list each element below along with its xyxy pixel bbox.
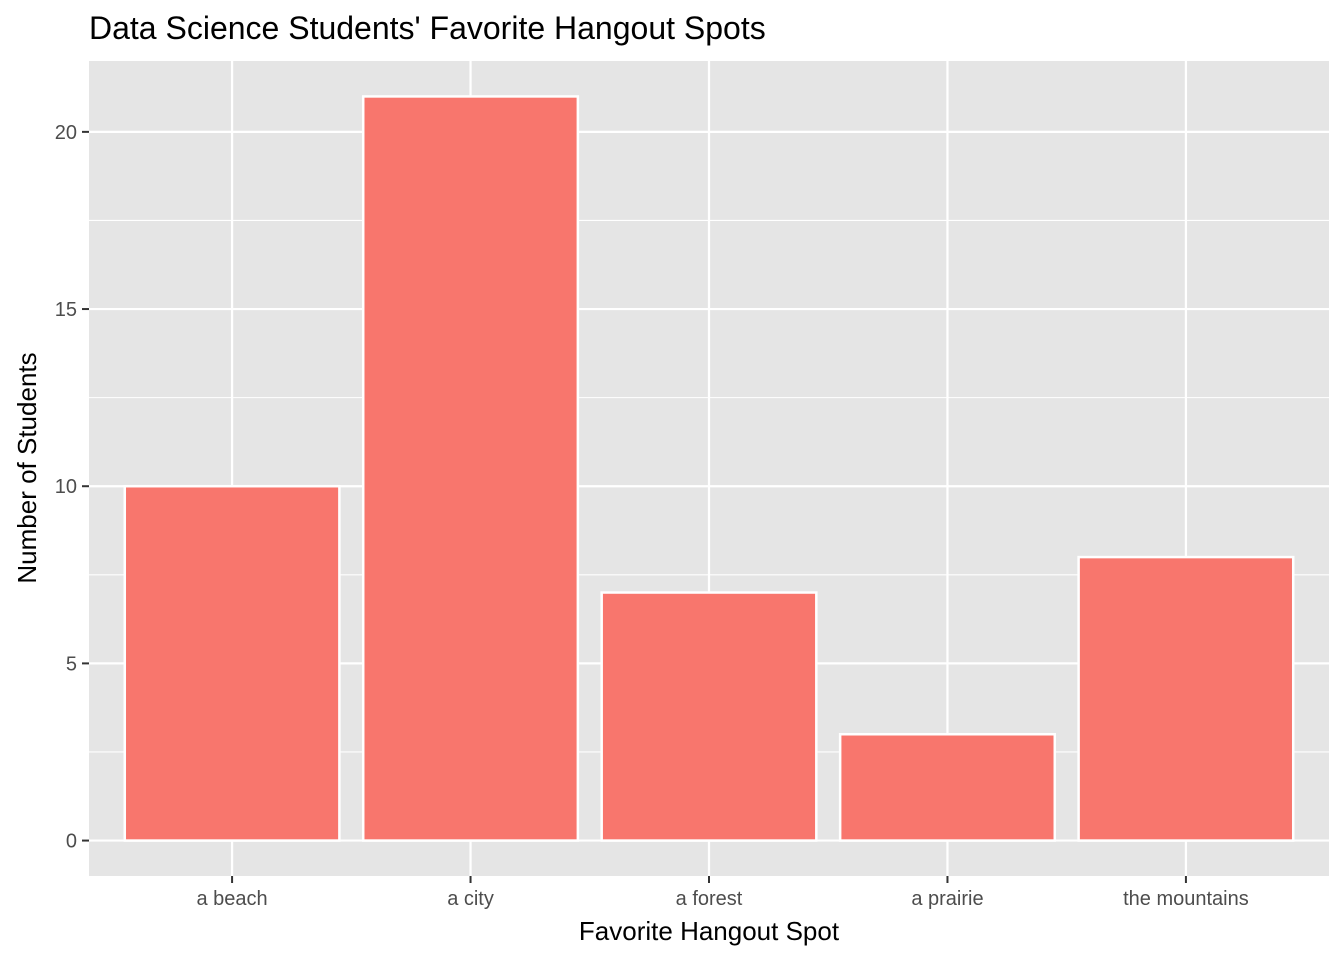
bar-the-mountains — [1077, 555, 1295, 842]
bars — [123, 95, 1295, 842]
bar-a-city — [361, 95, 580, 842]
x-axis: a beach a city a forest a prairie the mounta… — [196, 876, 1249, 910]
y-axis-title: Number of Students — [12, 352, 42, 583]
chart-title: Data Science Students' Favorite Hangout … — [89, 10, 766, 46]
y-tick-label: 15 — [55, 299, 77, 321]
y-tick-label: 0 — [66, 831, 77, 853]
bar-a-prairie — [838, 733, 1057, 842]
bar-a-forest — [600, 591, 818, 842]
y-tick-label: 5 — [66, 653, 77, 675]
x-tick-label: the mountains — [1123, 888, 1249, 910]
x-tick-label: a prairie — [911, 888, 983, 910]
x-tick-label: a beach — [196, 888, 267, 910]
x-axis-title: Favorite Hangout Spot — [579, 916, 840, 946]
y-tick-label: 10 — [55, 476, 77, 498]
x-tick-label: a city — [447, 888, 494, 910]
y-axis: 0 5 10 15 20 — [55, 122, 89, 853]
bar-a-beach — [123, 484, 341, 842]
y-tick-label: 20 — [55, 122, 77, 144]
x-tick-label: a forest — [676, 888, 743, 910]
